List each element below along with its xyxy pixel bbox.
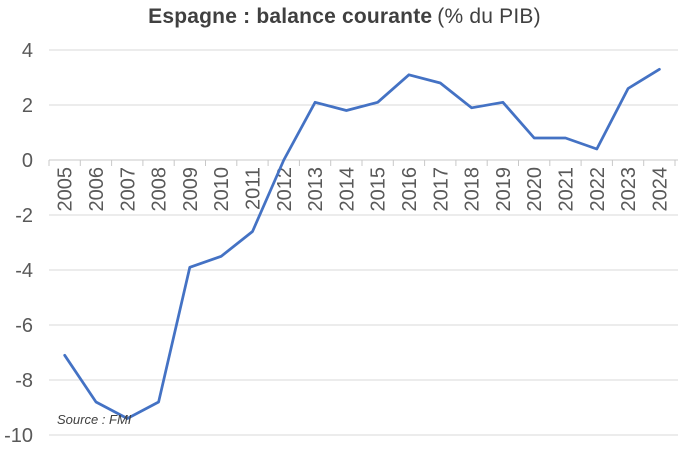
x-axis-label: 2011 bbox=[242, 167, 264, 210]
y-axis-label: -8 bbox=[15, 370, 33, 392]
data-line bbox=[63, 67, 661, 420]
x-axis-label: 2009 bbox=[180, 167, 202, 212]
x-axis-label: 2020 bbox=[524, 167, 546, 212]
x-axis-label: 2022 bbox=[587, 167, 609, 212]
x-axis-label: 2016 bbox=[399, 167, 421, 212]
x-axis-label: 2021 bbox=[555, 167, 577, 212]
y-axis-label: -10 bbox=[4, 425, 33, 447]
x-axis-label: 2017 bbox=[430, 167, 452, 212]
x-axis-label: 2006 bbox=[86, 167, 108, 212]
chart-title: Espagne : balance courante (% du PIB) bbox=[0, 5, 689, 29]
y-axis-label: 4 bbox=[22, 40, 33, 62]
x-axis-label: 2005 bbox=[55, 167, 77, 212]
x-axis-label: 2012 bbox=[274, 167, 296, 212]
y-axis-label: -2 bbox=[15, 205, 33, 227]
x-axis-label: 2018 bbox=[462, 167, 484, 212]
y-axis-label: -4 bbox=[15, 260, 33, 282]
x-axis-label: 2014 bbox=[336, 167, 358, 212]
chart-title-main: Espagne : balance courante bbox=[148, 5, 433, 28]
x-axis-label: 2023 bbox=[618, 167, 640, 212]
chart-title-units: (% du PIB) bbox=[437, 5, 541, 28]
y-axis-label: -6 bbox=[15, 315, 33, 337]
y-axis-label: 0 bbox=[22, 150, 33, 172]
x-axis-label: 2015 bbox=[368, 167, 390, 212]
source-note: Source : FMI bbox=[57, 412, 132, 427]
x-axis-label: 2019 bbox=[493, 167, 515, 212]
x-axis-label: 2024 bbox=[649, 167, 671, 212]
y-axis-label: 2 bbox=[22, 95, 33, 117]
x-axis-label: 2007 bbox=[117, 167, 139, 212]
x-axis-label: 2008 bbox=[149, 167, 171, 212]
x-axis-label: 2010 bbox=[211, 167, 233, 212]
x-axis-label: 2013 bbox=[305, 167, 327, 212]
